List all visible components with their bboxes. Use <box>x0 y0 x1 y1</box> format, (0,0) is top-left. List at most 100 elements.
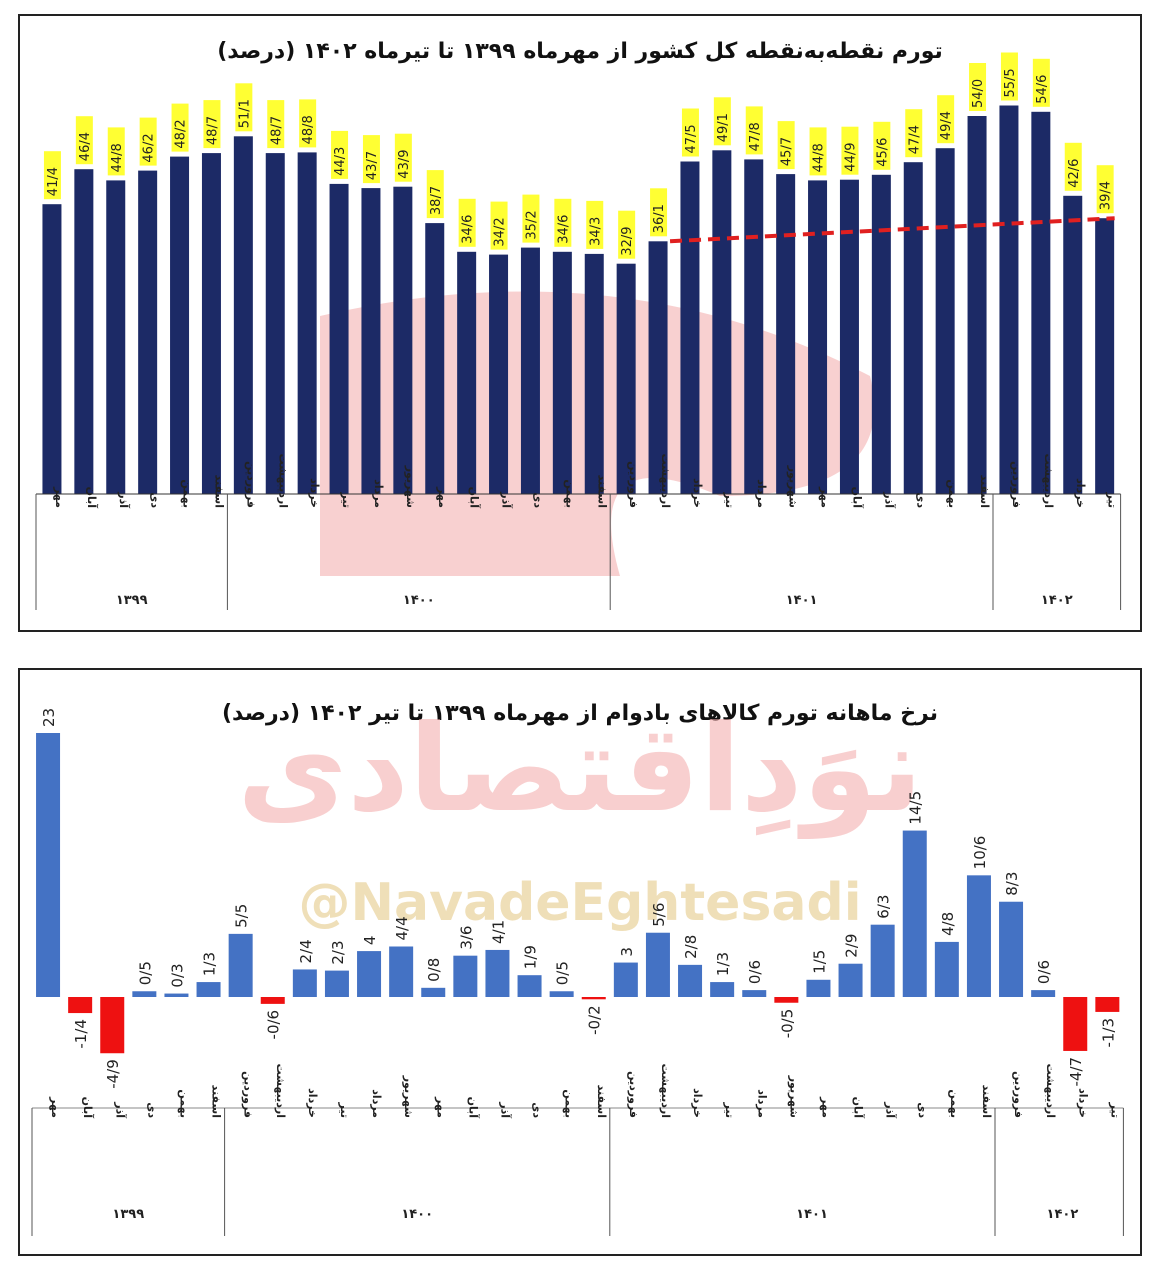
bar-30 <box>999 901 1024 997</box>
value-label-group-10: 43/7 <box>362 135 380 184</box>
value-label-group-14: 34/2 <box>490 201 508 250</box>
value-label-17: -0/2 <box>586 1005 604 1035</box>
month-label-24: مهر <box>819 1096 832 1118</box>
bar-31 <box>1031 990 1056 997</box>
month-label-26: آذر <box>882 491 896 508</box>
bar-3 <box>138 170 158 494</box>
value-label-7: -0/6 <box>265 1010 283 1040</box>
month-label-30: فروردین <box>1010 461 1023 508</box>
bar-18 <box>613 962 638 997</box>
value-label-bg-23 <box>777 121 795 170</box>
month-label-21: تیر <box>723 1102 736 1118</box>
value-label-32: 42/6 <box>1067 159 1082 188</box>
bar-21 <box>712 150 732 495</box>
bar-25 <box>839 179 859 494</box>
value-label-bg-7 <box>267 100 285 149</box>
value-label-group-12: 38/7 <box>426 170 444 219</box>
value-label-21: 1/3 <box>714 952 732 976</box>
bar-8 <box>292 969 317 997</box>
value-label-13: 34/6 <box>461 215 476 244</box>
bar-33 <box>1095 218 1115 494</box>
value-label-bg-22 <box>745 106 763 155</box>
value-label-1: 46/4 <box>78 132 93 161</box>
value-label-19: 5/6 <box>650 903 668 927</box>
value-label-11: 43/9 <box>397 149 412 178</box>
month-label-15: دی <box>531 492 544 508</box>
bar-7 <box>260 997 285 1004</box>
value-label-30: 8/3 <box>1003 872 1021 896</box>
bar-32 <box>1063 195 1083 495</box>
bar-10 <box>357 951 382 997</box>
value-label-30: 55/5 <box>1003 68 1018 97</box>
value-label-20: 2/8 <box>682 935 700 959</box>
value-label-11: 4/4 <box>393 916 411 940</box>
year-label-2: ۱۴۰۱ <box>786 593 818 608</box>
value-label-group-18: 32/9 <box>618 210 636 259</box>
month-label-22: مرداد <box>755 479 768 508</box>
bar-27 <box>902 830 927 997</box>
month-label-23: شهریور <box>787 465 800 508</box>
category-axis: مهر آبان آذر دی بهمن اسفند فروردین اردیبهشت خردا… <box>35 454 1122 610</box>
value-label-bg-18 <box>618 210 636 259</box>
value-label-group-25: 44/9 <box>841 126 859 175</box>
value-label-group-23: 45/7 <box>777 121 795 170</box>
month-label-4: بهمن <box>177 1089 190 1118</box>
bar-6 <box>228 933 253 997</box>
value-label-26: 6/3 <box>875 895 893 919</box>
bar-11 <box>393 186 413 494</box>
bar-30 <box>999 105 1019 494</box>
value-label-group-0: 41/4 <box>43 151 61 200</box>
value-label-bg-3 <box>139 117 157 166</box>
value-label-5: 48/7 <box>205 116 220 145</box>
month-label-13: آبان <box>468 487 482 509</box>
value-label-23: 45/7 <box>780 137 795 166</box>
month-label-18: فروردین <box>627 1071 640 1118</box>
headline-inflation-chart: تورم نقطه‌به‌نقطه کل کشور از مهرماه ۱۳۹۹… <box>35 39 1122 610</box>
month-label-12: مهر <box>436 486 449 508</box>
value-label-bg-6 <box>235 83 253 132</box>
value-label-32: -4/7 <box>1067 1057 1085 1087</box>
value-label-1: -1/4 <box>72 1019 90 1049</box>
chart-panel-durable-goods: نرخ ماهانه تورم کالاهای بادوام از مهرماه… <box>18 668 1142 1256</box>
value-label-13: 3/6 <box>457 926 475 950</box>
value-label-9: 44/3 <box>333 147 348 176</box>
month-label-10: مرداد <box>370 1089 383 1118</box>
bar-6 <box>233 136 253 495</box>
month-label-23: شهریور <box>787 1075 800 1118</box>
month-label-24: مهر <box>819 486 832 508</box>
bar-16 <box>552 251 572 494</box>
value-label-7: 48/7 <box>269 116 284 145</box>
month-label-4: بهمن <box>181 479 194 508</box>
month-label-8: خرداد <box>306 1088 319 1118</box>
month-label-12: مهر <box>434 1096 447 1118</box>
month-label-5: اسفند <box>212 475 225 508</box>
value-label-9: 2/3 <box>329 940 347 964</box>
value-label-bg-16 <box>554 198 572 247</box>
month-label-22: مرداد <box>755 1089 768 1118</box>
value-label-group-33: 39/4 <box>1096 165 1114 214</box>
value-label-18: 32/9 <box>620 226 635 255</box>
value-label-group-2: 44/8 <box>107 127 125 176</box>
month-label-10: مرداد <box>372 479 385 508</box>
month-label-25: آبان <box>850 487 864 509</box>
value-label-29: 54/0 <box>971 79 986 108</box>
value-label-27: 14/5 <box>907 791 925 825</box>
value-label-21: 49/1 <box>716 113 731 142</box>
chart-panel-headline-inflation: تورم نقطه‌به‌نقطه کل کشور از مهرماه ۱۳۹۹… <box>18 14 1142 632</box>
year-label-0: ۱۳۹۹ <box>116 593 148 608</box>
year-label-1: ۱۴۰۰ <box>403 593 435 608</box>
bar-22 <box>742 990 767 997</box>
value-label-8: 48/8 <box>301 115 316 144</box>
month-label-25: آبان <box>852 1097 866 1119</box>
value-label-bg-20 <box>681 108 699 157</box>
value-label-24: 44/8 <box>812 143 827 172</box>
value-label-bg-2 <box>107 127 125 176</box>
value-label-bg-8 <box>299 99 317 148</box>
month-label-19: اردیبهشت <box>659 1064 672 1118</box>
value-label-10: 43/7 <box>365 151 380 180</box>
value-label-bg-13 <box>458 198 476 247</box>
bar-23 <box>774 997 799 1003</box>
value-label-group-7: 48/7 <box>267 100 285 149</box>
year-label-2: ۱۴۰۱ <box>796 1207 828 1222</box>
value-label-18: 3 <box>618 947 636 957</box>
